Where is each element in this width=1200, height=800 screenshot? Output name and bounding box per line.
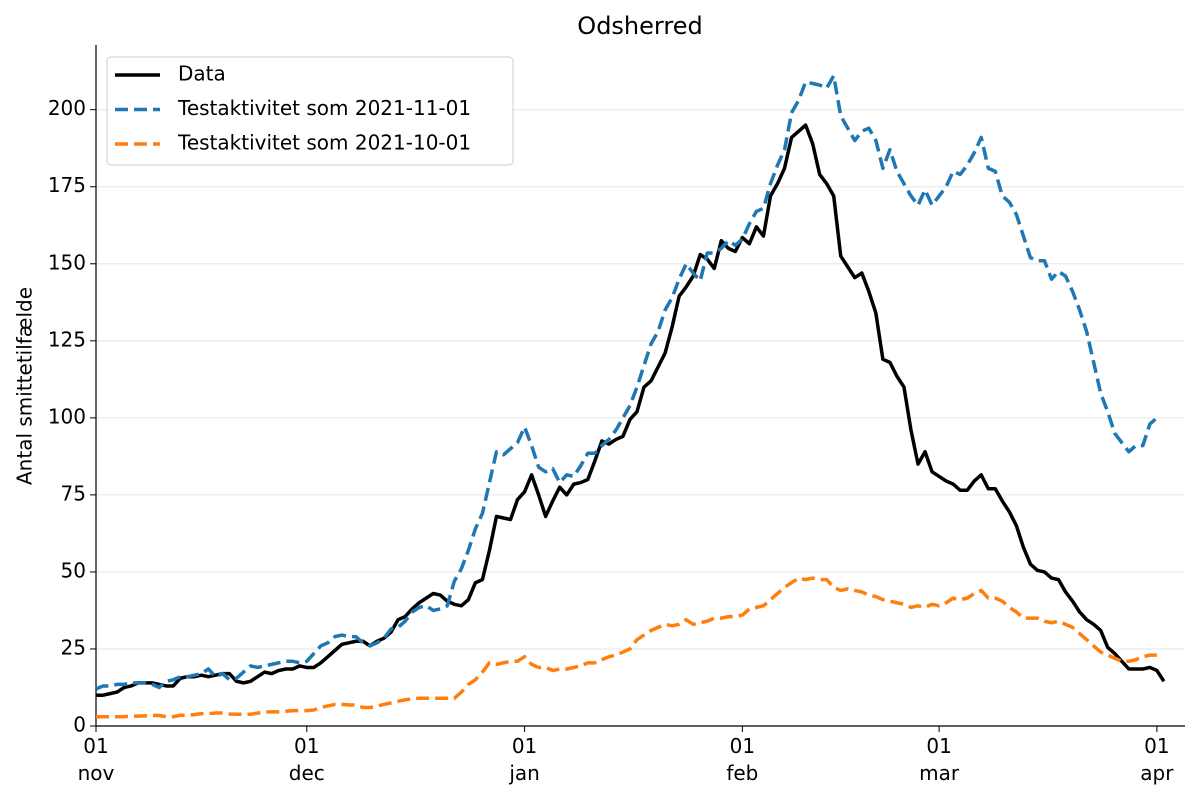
y-tick-label: 200 xyxy=(48,96,86,120)
x-tick-label: 01 nov xyxy=(77,734,115,785)
x-tick-label: 01 feb xyxy=(726,734,759,785)
legend-box xyxy=(106,56,514,166)
legend-label: Testaktivitet som 2021-10-01 xyxy=(177,131,471,155)
y-tick-label: 125 xyxy=(48,327,86,351)
x-tick-label: 01 mar xyxy=(919,734,960,785)
legend-label: Testaktivitet som 2021-11-01 xyxy=(177,96,471,120)
y-tick-label: 50 xyxy=(61,558,86,582)
y-tick-label: 175 xyxy=(48,173,86,197)
x-tick-label: 01 dec xyxy=(288,734,325,785)
x-tick-label: 01 apr xyxy=(1140,734,1174,785)
y-tick-label: 75 xyxy=(61,481,86,505)
y-tick-label: 150 xyxy=(48,250,86,274)
series-line xyxy=(96,576,1157,719)
legend-label: Data xyxy=(178,62,226,86)
y-tick-label: 25 xyxy=(61,635,86,659)
y-axis-label: Antal smittetilfælde xyxy=(13,287,37,485)
series-line xyxy=(95,74,1159,691)
chart-title: Odsherred xyxy=(577,12,702,40)
y-tick-label: 100 xyxy=(48,404,86,428)
x-tick-label: 01 jan xyxy=(509,734,540,785)
series-line xyxy=(96,123,1166,697)
y-tick-label: 0 xyxy=(73,713,86,737)
